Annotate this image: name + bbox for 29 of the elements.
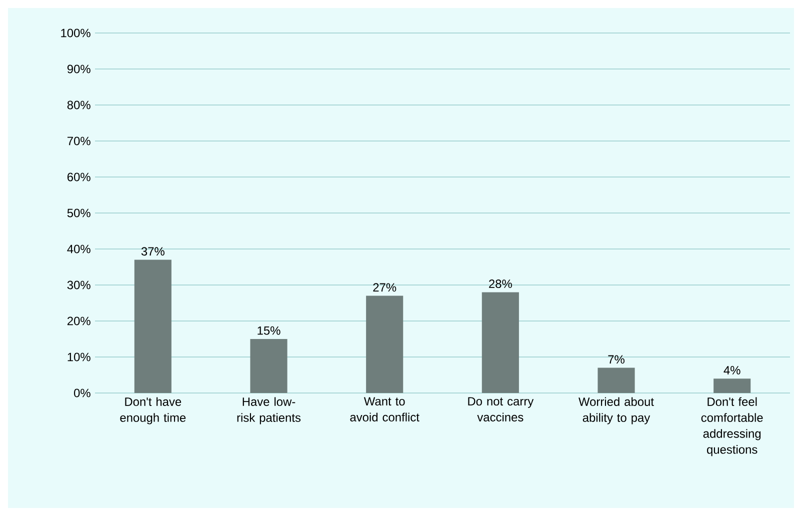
y-tick-label: 30% [67, 280, 90, 290]
x-tick-label: Want to avoid conflict [350, 397, 420, 422]
y-tick-label: 10% [68, 352, 90, 362]
x-tick-label: Don't feel comfortable addressing questions [701, 397, 763, 456]
bar [250, 339, 288, 393]
bar [134, 260, 172, 393]
data-label: 7% [608, 355, 624, 364]
x-tick-label: Do not carry vaccines [468, 397, 534, 422]
y-tick-label: 40% [67, 244, 90, 254]
x-tick-label: Worried about ability to pay [578, 397, 654, 424]
bar [366, 296, 404, 393]
x-tick-label: Don't have enough time [120, 397, 186, 424]
x-tick-label: Have low-risk patients [237, 397, 301, 424]
data-label: 28% [489, 280, 512, 288]
data-label: 15% [258, 326, 280, 335]
bar [598, 368, 635, 393]
y-tick-label: 0% [74, 388, 90, 398]
bar [714, 378, 751, 393]
data-label: 4% [724, 366, 740, 374]
y-tick-label: 80% [67, 100, 90, 110]
bar [482, 292, 519, 393]
data-label: 37% [141, 247, 164, 256]
y-tick-label: 50% [67, 208, 90, 218]
data-label: 27% [373, 283, 396, 292]
y-tick-label: 60% [67, 172, 90, 182]
y-tick-label: 100% [61, 28, 90, 38]
y-tick-label: 90% [67, 64, 90, 74]
y-tick-label: 20% [67, 316, 90, 326]
y-tick-label: 70% [67, 136, 90, 146]
